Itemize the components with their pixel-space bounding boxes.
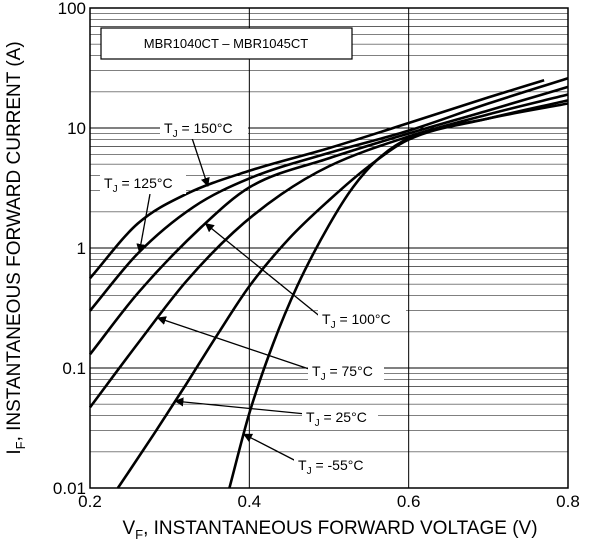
series-line-5 <box>228 102 569 489</box>
y-tick-label: 0.1 <box>62 359 86 378</box>
series-label-value-0: = 150°C <box>178 120 233 136</box>
series-label-3: TJ = 75°C <box>312 363 373 383</box>
x-axis-label-sub: F <box>135 527 143 542</box>
x-tick-label: 0.4 <box>238 492 262 511</box>
series-label-leader-5 <box>242 433 299 463</box>
series-label-main-1: T <box>104 175 113 191</box>
series-line-0 <box>89 79 545 280</box>
series-label-1: TJ = 125°C <box>104 175 173 195</box>
series-label-value-2: = 100°C <box>336 311 391 327</box>
series-label-bg-3 <box>308 360 384 382</box>
x-axis-label-rest: , INSTANTANEOUS FORWARD VOLTAGE (V) <box>143 518 537 539</box>
y-tick-label: 1 <box>77 239 86 258</box>
x-tick-label: 0.8 <box>556 492 580 511</box>
series-label-main-0: T <box>164 120 173 136</box>
series-label-sub-3: J <box>321 372 326 383</box>
series-label-main-5: T <box>298 457 307 473</box>
series-label-value-3: = 75°C <box>326 363 373 379</box>
series-label-leader-3 <box>156 316 313 371</box>
y-axis-label-rest: , INSTANTANEOUS FORWARD CURRENT (A) <box>4 41 25 441</box>
y-tick-label: 100 <box>58 0 86 18</box>
series-label-bg-2 <box>318 308 406 330</box>
series-label-sub-2: J <box>331 320 336 331</box>
series-labels: TJ = 150°CTJ = 125°CTJ = 100°CTJ = 75°CT… <box>100 117 406 477</box>
chart-title: MBR1040CT – MBR1045CT <box>144 36 309 51</box>
series-label-bg-1 <box>100 172 186 194</box>
x-axis-label: VF, INSTANTANEOUS FORWARD VOLTAGE (V) <box>122 518 537 542</box>
series-label-value-1: = 125°C <box>118 175 173 191</box>
series-label-value-5: = -55°C <box>312 457 364 473</box>
plot-frame <box>89 7 569 489</box>
series-label-sub-5: J <box>307 466 312 477</box>
series-label-main-4: T <box>306 409 315 425</box>
y-tick-label: 10 <box>67 119 86 138</box>
series-label-0: TJ = 150°C <box>164 120 233 140</box>
series-label-bg-4 <box>302 406 378 428</box>
series-label-leader-0 <box>191 137 210 187</box>
y-axis-label-main: I <box>4 449 25 454</box>
series-label-main-2: T <box>322 311 331 327</box>
series-label-bg-0 <box>160 117 248 139</box>
series-label-leader-1 <box>136 193 151 254</box>
x-axis-label-main: V <box>122 518 135 539</box>
series-line-2 <box>88 85 569 356</box>
y-axis-label-sub: F <box>13 441 28 449</box>
series-label-sub-0: J <box>173 129 178 140</box>
title-box <box>100 27 353 60</box>
x-tick-label: 0.6 <box>397 492 421 511</box>
series-label-5: TJ = -55°C <box>298 457 363 477</box>
series-line-1 <box>89 76 569 312</box>
series-label-sub-4: J <box>315 418 320 429</box>
x-tick-label: 0.2 <box>78 492 102 511</box>
series-label-main-3: T <box>312 363 321 379</box>
y-tick-label: 0.01 <box>53 479 86 498</box>
series-label-leader-4 <box>174 397 307 415</box>
series-line-3 <box>88 93 569 409</box>
series-label-leader-2 <box>204 223 323 319</box>
series-label-4: TJ = 25°C <box>306 409 367 429</box>
y-axis-label: IF, INSTANTANEOUS FORWARD CURRENT (A) <box>4 41 28 454</box>
series-label-value-4: = 25°C <box>320 409 367 425</box>
tick-labels: 0.2 0.4 0.6 0.8 0.01 0.1 1 10 100 <box>53 0 580 511</box>
series-label-bg-5 <box>294 454 374 476</box>
series-label-sub-1: J <box>113 184 118 195</box>
series-label-2: TJ = 100°C <box>322 311 391 331</box>
